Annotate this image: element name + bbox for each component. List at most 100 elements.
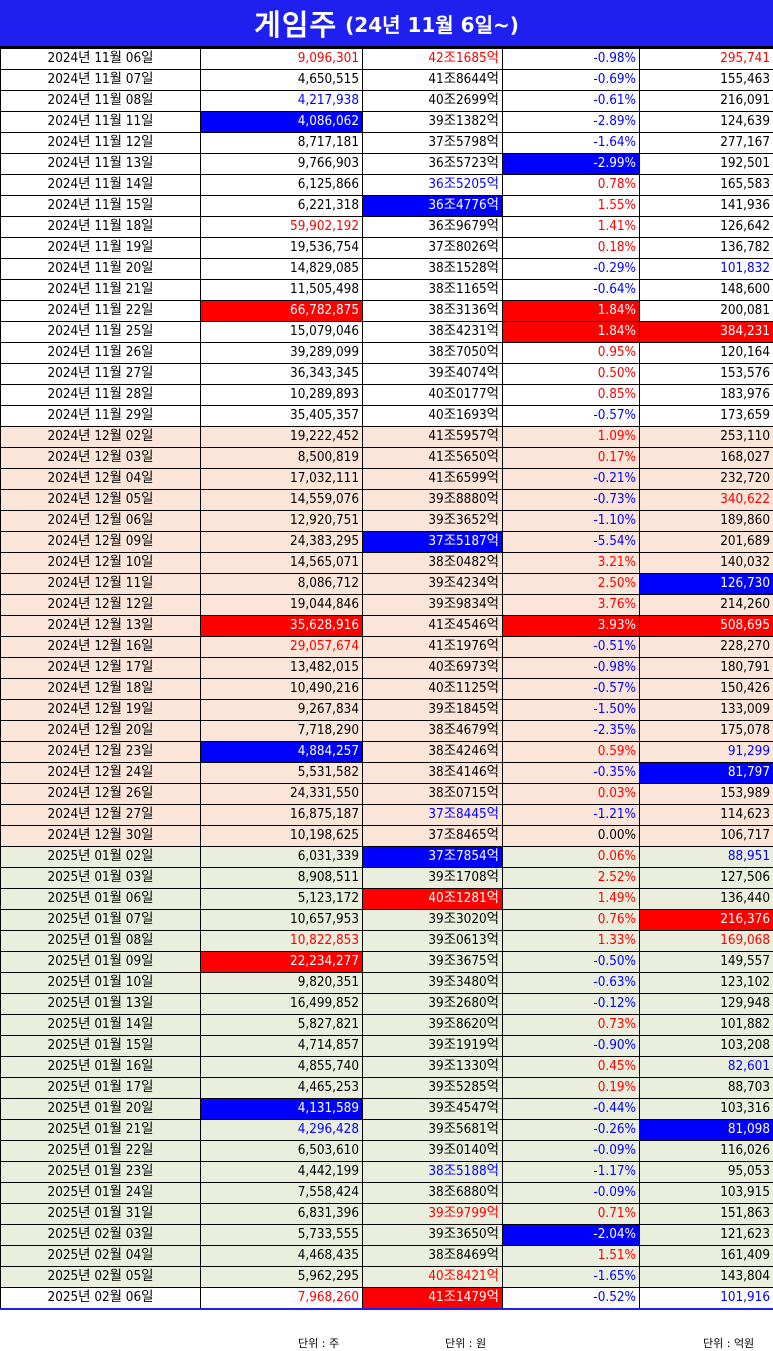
trade-value-cell: 106,717 — [639, 825, 773, 847]
change-cell: 3.93% — [502, 615, 640, 637]
market-cap-cell: 37조8465억 — [362, 825, 503, 847]
change-cell: 1.49% — [502, 888, 640, 910]
volume-cell: 16,875,187 — [200, 804, 363, 826]
volume-cell: 9,766,903 — [200, 153, 363, 175]
table-row: 2024년 12월 16일 29,057,674 41조1976억 -0.51% 228… — [0, 636, 773, 658]
table-row: 2025년 01월 22일 6,503,610 39조0140억 -0.09% 116,… — [0, 1140, 773, 1162]
change-cell: 0.17% — [502, 447, 640, 469]
volume-cell: 8,500,819 — [200, 447, 363, 469]
table-row: 2025년 01월 17일 4,465,253 39조5285억 0.19% 88,70… — [0, 1077, 773, 1099]
table-row: 2024년 12월 02일 19,222,452 41조5957억 1.09% 253,… — [0, 426, 773, 448]
market-cap-cell: 39조8880억 — [362, 489, 503, 511]
table-row: 2024년 11월 12일 8,717,181 37조5798억 -1.64% 277,… — [0, 132, 773, 154]
volume-cell: 4,465,253 — [200, 1077, 363, 1099]
date-cell: 2024년 12월 11일 — [0, 573, 201, 595]
volume-cell: 5,962,295 — [200, 1266, 363, 1288]
market-cap-cell: 41조5650억 — [362, 447, 503, 469]
date-cell: 2025년 01월 07일 — [0, 909, 201, 931]
trade-value-cell: 180,791 — [639, 657, 773, 679]
table-row: 2024년 11월 11일 4,086,062 39조1382억 -2.89% 124,… — [0, 111, 773, 133]
change-cell: -0.73% — [502, 489, 640, 511]
volume-cell: 6,221,318 — [200, 195, 363, 217]
market-cap-cell: 38조6880억 — [362, 1182, 503, 1204]
change-cell: -2.89% — [502, 111, 640, 133]
table-row: 2024년 11월 29일 35,405,357 40조1693억 -0.57% 173… — [0, 405, 773, 427]
change-cell: 0.59% — [502, 741, 640, 763]
date-cell: 2024년 11월 18일 — [0, 216, 201, 238]
change-cell: 1.84% — [502, 321, 640, 343]
date-cell: 2024년 12월 27일 — [0, 804, 201, 826]
date-cell: 2024년 12월 20일 — [0, 720, 201, 742]
volume-cell: 10,289,893 — [200, 384, 363, 406]
market-cap-cell: 41조5957억 — [362, 426, 503, 448]
trade-value-cell: 151,863 — [639, 1203, 773, 1225]
volume-cell: 13,482,015 — [200, 657, 363, 679]
market-cap-cell: 40조1281억 — [362, 888, 503, 910]
market-cap-cell: 39조1845억 — [362, 699, 503, 721]
table-row: 2024년 12월 19일 9,267,834 39조1845억 -1.50% 133,… — [0, 699, 773, 721]
change-cell: -1.50% — [502, 699, 640, 721]
title-main: 게임주 — [254, 8, 338, 42]
volume-cell: 4,650,515 — [200, 69, 363, 91]
table-row: 2024년 12월 06일 12,920,751 39조3652억 -1.10% 189… — [0, 510, 773, 532]
sheet-title: 게임주 (24년 11월 6일~) — [0, 0, 773, 48]
volume-cell: 35,628,916 — [200, 615, 363, 637]
volume-cell: 12,920,751 — [200, 510, 363, 532]
date-cell: 2025년 01월 17일 — [0, 1077, 201, 1099]
table-row: 2024년 12월 17일 13,482,015 40조6973억 -0.98% 180… — [0, 657, 773, 679]
trade-value-cell: 169,068 — [639, 930, 773, 952]
market-cap-cell: 41조8644억 — [362, 69, 503, 91]
market-cap-cell: 38조1165억 — [362, 279, 503, 301]
trade-value-cell: 129,948 — [639, 993, 773, 1015]
change-cell: 3.76% — [502, 594, 640, 616]
date-cell: 2024년 12월 18일 — [0, 678, 201, 700]
change-cell: -0.26% — [502, 1119, 640, 1141]
volume-cell: 15,079,046 — [200, 321, 363, 343]
date-cell: 2024년 11월 27일 — [0, 363, 201, 385]
trade-value-cell: 155,463 — [639, 69, 773, 91]
table-row: 2024년 12월 23일 4,884,257 38조4246억 0.59% 91,29… — [0, 741, 773, 763]
trade-value-cell: 508,695 — [639, 615, 773, 637]
market-cap-cell: 39조3020억 — [362, 909, 503, 931]
trade-value-cell: 120,164 — [639, 342, 773, 364]
volume-cell: 4,714,857 — [200, 1035, 363, 1057]
volume-cell: 8,908,511 — [200, 867, 363, 889]
table-row: 2025년 01월 31일 6,831,396 39조9799억 0.71% 151,8… — [0, 1203, 773, 1225]
change-cell: 0.19% — [502, 1077, 640, 1099]
trade-value-cell: 253,110 — [639, 426, 773, 448]
volume-cell: 59,902,192 — [200, 216, 363, 238]
table-row: 2024년 12월 10일 14,565,071 38조0482억 3.21% 140,… — [0, 552, 773, 574]
trade-value-cell: 295,741 — [639, 48, 773, 70]
trade-value-cell: 81,797 — [639, 762, 773, 784]
volume-cell: 19,222,452 — [200, 426, 363, 448]
market-cap-cell: 39조3675억 — [362, 951, 503, 973]
date-cell: 2024년 12월 10일 — [0, 552, 201, 574]
market-cap-cell: 38조7050억 — [362, 342, 503, 364]
market-cap-cell: 39조3652억 — [362, 510, 503, 532]
trade-value-cell: 101,832 — [639, 258, 773, 280]
date-cell: 2024년 11월 28일 — [0, 384, 201, 406]
trade-value-cell: 216,091 — [639, 90, 773, 112]
trade-value-cell: 173,659 — [639, 405, 773, 427]
table-row: 2024년 12월 30일 10,198,625 37조8465억 0.00% 106,… — [0, 825, 773, 847]
change-cell: 1.51% — [502, 1245, 640, 1267]
trade-value-cell: 81,098 — [639, 1119, 773, 1141]
market-cap-cell: 39조1330억 — [362, 1056, 503, 1078]
trade-value-cell: 141,936 — [639, 195, 773, 217]
change-cell: -1.10% — [502, 510, 640, 532]
trade-value-cell: 340,622 — [639, 489, 773, 511]
trade-value-cell: 149,557 — [639, 951, 773, 973]
change-cell: -1.17% — [502, 1161, 640, 1183]
date-cell: 2024년 12월 19일 — [0, 699, 201, 721]
market-cap-cell: 39조1382억 — [362, 111, 503, 133]
market-cap-cell: 41조1479억 — [362, 1287, 503, 1310]
trade-value-cell: 103,915 — [639, 1182, 773, 1204]
table-row: 2025년 01월 13일 16,499,852 39조2680억 -0.12% 129… — [0, 993, 773, 1015]
table-row: 2024년 11월 19일 19,536,754 37조8026억 0.18% 136,… — [0, 237, 773, 259]
change-cell: -0.21% — [502, 468, 640, 490]
table-row: 2024년 11월 25일 15,079,046 38조4231억 1.84% 384,… — [0, 321, 773, 343]
date-cell: 2024년 12월 26일 — [0, 783, 201, 805]
volume-cell: 7,718,290 — [200, 720, 363, 742]
market-cap-cell: 38조5188억 — [362, 1161, 503, 1183]
table-row: 2025년 01월 20일 4,131,589 39조4547억 -0.44% 103,… — [0, 1098, 773, 1120]
